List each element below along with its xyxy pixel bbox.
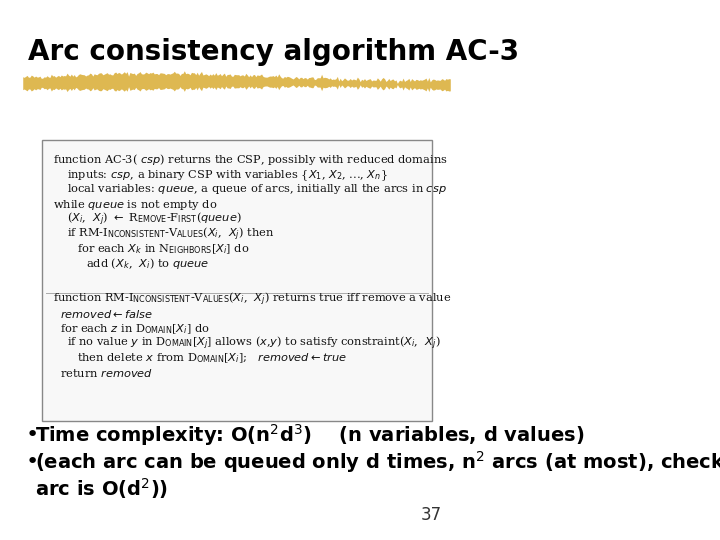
Text: •: • (26, 451, 39, 472)
Text: •: • (26, 424, 39, 445)
Text: arc is O(d$^2$)): arc is O(d$^2$)) (35, 476, 168, 501)
Text: $removed \leftarrow false$: $removed \leftarrow false$ (60, 308, 153, 320)
Text: add ($X_k$,  $X_i$) to $queue$: add ($X_k$, $X_i$) to $queue$ (86, 256, 210, 271)
Text: while $queue$ is not empty do: while $queue$ is not empty do (53, 198, 218, 212)
Text: 37: 37 (420, 506, 441, 524)
Text: for each $z$ in D$_{\rm OMAIN}$[$X_i$] do: for each $z$ in D$_{\rm OMAIN}$[$X_i$] d… (60, 322, 210, 336)
Text: if no value $y$ in D$_{\rm OMAIN}$[$X_j$] allows ($x$,$y$) to satisfy constraint: if no value $y$ in D$_{\rm OMAIN}$[$X_j$… (68, 335, 441, 352)
Text: Time complexity: O(n$^2$d$^3$)    (n variables, d values): Time complexity: O(n$^2$d$^3$) (n variab… (35, 422, 585, 448)
Text: (each arc can be queued only d times, n$^2$ arcs (at most), checking one: (each arc can be queued only d times, n$… (35, 449, 720, 475)
Text: ($X_i$,  $X_j$) $\leftarrow$ R$_{\rm EMOVE}$-F$_{\rm IRST}$($queue$): ($X_i$, $X_j$) $\leftarrow$ R$_{\rm EMOV… (68, 211, 242, 228)
Text: return $removed$: return $removed$ (60, 367, 153, 379)
Text: function RM-I$_{\rm NCONSISTENT}$-V$_{\rm ALUES}$($X_i$,  $X_j$) returns true if: function RM-I$_{\rm NCONSISTENT}$-V$_{\r… (53, 291, 451, 308)
Text: function AC-3( $csp$) returns the CSP, possibly with reduced domains: function AC-3( $csp$) returns the CSP, p… (53, 152, 448, 167)
Text: if RM-I$_{\rm NCONSISTENT}$-V$_{\rm ALUES}$($X_i$,  $X_j$) then: if RM-I$_{\rm NCONSISTENT}$-V$_{\rm ALUE… (68, 226, 274, 243)
Text: for each $X_k$ in N$_{\rm EIGHBORS}$[$X_i$] do: for each $X_k$ in N$_{\rm EIGHBORS}$[$X_… (77, 242, 249, 256)
Text: then delete $x$ from D$_{\rm OMAIN}$[$X_i$];   $removed \leftarrow true$: then delete $x$ from D$_{\rm OMAIN}$[$X_… (77, 351, 346, 365)
Text: local variables: $queue$, a queue of arcs, initially all the arcs in $csp$: local variables: $queue$, a queue of arc… (68, 182, 447, 196)
FancyBboxPatch shape (42, 140, 432, 421)
Polygon shape (23, 71, 451, 92)
Text: Arc consistency algorithm AC-3: Arc consistency algorithm AC-3 (28, 38, 519, 66)
Text: inputs: $csp$, a binary CSP with variables {$X_1$, $X_2$, ..., $X_n$}: inputs: $csp$, a binary CSP with variabl… (68, 168, 388, 183)
